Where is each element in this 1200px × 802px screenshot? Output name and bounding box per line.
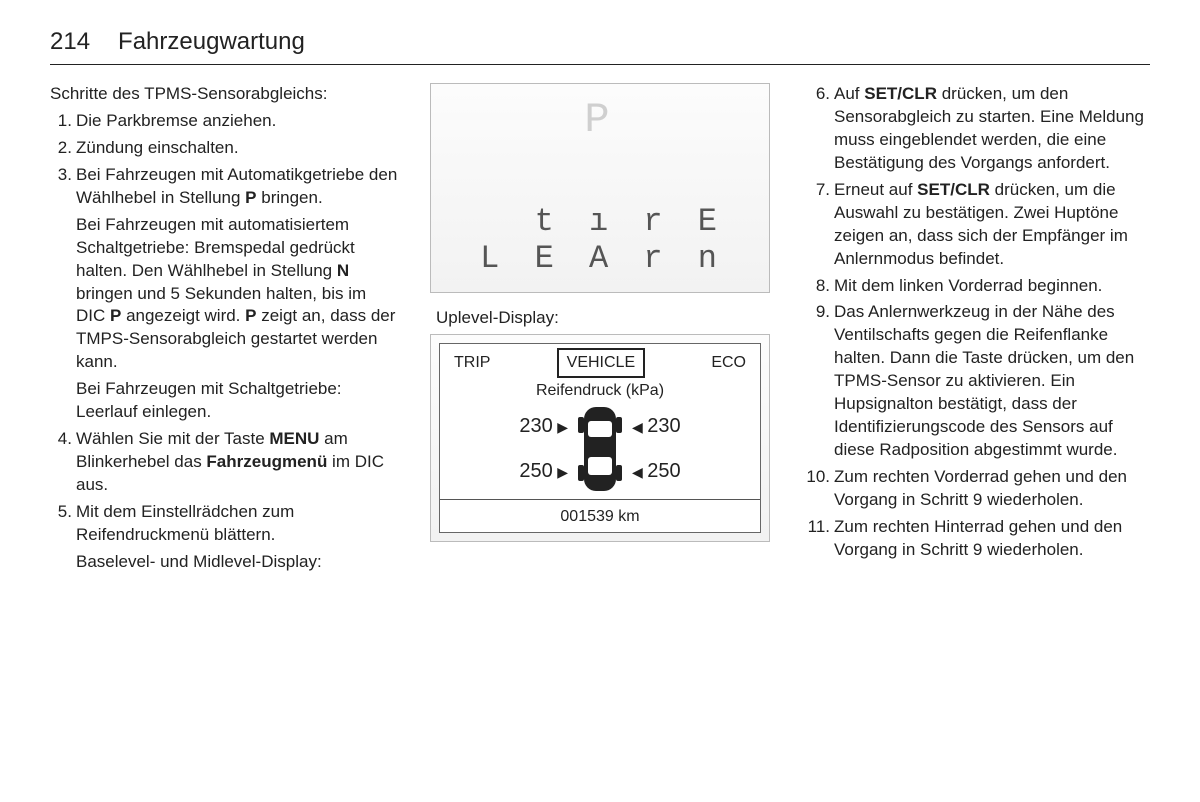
- column-right: 6. Auf SET/CLR drücken, um den Sensorabg…: [802, 83, 1150, 782]
- step-2-text: Zündung einschalten.: [76, 138, 239, 157]
- s3s1P2: P: [245, 306, 256, 325]
- s4menu: MENU: [269, 429, 319, 448]
- step-7: 7. Erneut auf SET/CLR drücken, um die Au…: [802, 179, 1150, 271]
- segment-line1: t ı r E: [445, 204, 725, 241]
- step-8: 8.Mit dem linken Vorderrad beginnen.: [802, 275, 1150, 298]
- steps-list-left: Die Parkbremse anziehen. Zündung einscha…: [50, 110, 398, 574]
- s3s1N: N: [337, 261, 349, 280]
- s6a: Auf: [834, 84, 864, 103]
- tri-rr: ◀: [632, 464, 643, 480]
- pressure-rl: 250: [519, 460, 552, 482]
- baselevel-display-figure: P t ı r E L E A r n: [430, 83, 770, 293]
- pressure-label: Reifendruck (kPa): [440, 380, 760, 402]
- step-3-sub1: Bei Fahrzeugen mit automatisiertem Schal…: [76, 214, 398, 375]
- s6set: SET/CLR: [864, 84, 937, 103]
- uplevel-body: Reifendruck (kPa) 230 ▶ 250 ▶: [440, 378, 760, 532]
- uplevel-display-figure: TRIP VEHICLE ECO Reifendruck (kPa) 230 ▶…: [430, 334, 770, 542]
- tab-eco: ECO: [703, 350, 754, 376]
- step-3: Bei Fahrzeugen mit Automatikgetriebe den…: [50, 164, 398, 424]
- tri-fl: ▶: [557, 419, 568, 435]
- pressure-fr: 230: [647, 415, 680, 437]
- car-icon: [574, 403, 626, 495]
- step-1: Die Parkbremse anziehen.: [50, 110, 398, 133]
- car-pressure-diagram: 230 ▶ 250 ▶: [440, 403, 760, 495]
- step-6: 6. Auf SET/CLR drücken, um den Sensorabg…: [802, 83, 1150, 175]
- step-5: Mit dem Einstellrädchen zum Reifendruckm…: [50, 501, 398, 574]
- s3s1c: angezeigt wird.: [121, 306, 245, 325]
- column-middle: P t ı r E L E A r n Uplevel-Display: TRI…: [426, 83, 774, 782]
- n7: 7.: [802, 179, 830, 202]
- content-columns: Schritte des TPMS-Sensorabgleichs: Die P…: [50, 83, 1150, 782]
- step-3b: bringen.: [257, 188, 323, 207]
- s8: Mit dem linken Vorderrad beginnen.: [834, 276, 1102, 295]
- n11: 11.: [802, 516, 830, 539]
- tab-trip: TRIP: [446, 350, 498, 376]
- step-1-text: Die Parkbremse anziehen.: [76, 111, 276, 130]
- segment-p-indicator: P: [584, 92, 615, 149]
- uplevel-tabs: TRIP VEHICLE ECO: [440, 344, 760, 378]
- s3s1P1: P: [110, 306, 121, 325]
- page-number: 214: [50, 28, 90, 56]
- segment-text: t ı r E L E A r n: [445, 204, 755, 278]
- step-5-text: Mit dem Einstellrädchen zum Reifendruckm…: [76, 502, 294, 544]
- n6: 6.: [802, 83, 830, 106]
- odometer: 001539 km: [440, 499, 760, 532]
- tri-fr: ◀: [632, 419, 643, 435]
- step-9: 9.Das Anlernwerkzeug in der Nähe des Ven…: [802, 301, 1150, 462]
- pressure-fl: 230: [519, 415, 552, 437]
- intro-text: Schritte des TPMS-Sensorabgleichs:: [50, 83, 398, 106]
- pressure-rr: 250: [647, 460, 680, 482]
- step-3a: Bei Fahrzeugen mit Automatikgetriebe den…: [76, 165, 397, 207]
- steps-list-right: 6. Auf SET/CLR drücken, um den Sensorabg…: [802, 83, 1150, 562]
- column-left: Schritte des TPMS-Sensorabgleichs: Die P…: [50, 83, 398, 782]
- step-4: Wählen Sie mit der Taste MENU am Blinker…: [50, 428, 398, 497]
- tri-rl: ▶: [557, 464, 568, 480]
- chapter-title: Fahrzeugwartung: [118, 28, 305, 56]
- tab-vehicle: VEHICLE: [557, 348, 645, 378]
- s7set: SET/CLR: [917, 180, 990, 199]
- s7a: Erneut auf: [834, 180, 917, 199]
- uplevel-caption: Uplevel-Display:: [436, 307, 774, 330]
- uplevel-screen: TRIP VEHICLE ECO Reifendruck (kPa) 230 ▶…: [439, 343, 761, 533]
- n9: 9.: [802, 301, 830, 324]
- s10: Zum rechten Vorderrad gehen und den Vorg…: [834, 467, 1127, 509]
- step-3-P: P: [245, 188, 256, 207]
- segment-line2: L E A r n: [445, 241, 725, 278]
- pressure-right: ◀ 230 ◀ 250: [632, 413, 681, 485]
- s4fm: Fahrzeugmenü: [206, 452, 327, 471]
- step-3-sub2: Bei Fahrzeugen mit Schaltgetriebe: Leerl…: [76, 378, 398, 424]
- page-header: 214 Fahrzeugwartung: [50, 28, 1150, 65]
- s9: Das Anlernwerkzeug in der Nähe des Venti…: [834, 302, 1134, 459]
- step-2: Zündung einschalten.: [50, 137, 398, 160]
- n8: 8.: [802, 275, 830, 298]
- s3s1a: Bei Fahrzeugen mit automatisiertem Schal…: [76, 215, 355, 280]
- step-5-sub: Baselevel- und Midlevel-Display:: [76, 551, 398, 574]
- n10: 10.: [802, 466, 830, 489]
- s4a: Wählen Sie mit der Taste: [76, 429, 269, 448]
- step-10: 10.Zum rechten Vorderrad gehen und den V…: [802, 466, 1150, 512]
- step-11: 11.Zum rechten Hinterrad gehen und den V…: [802, 516, 1150, 562]
- s11: Zum rechten Hinterrad gehen und den Vorg…: [834, 517, 1122, 559]
- pressure-left: 230 ▶ 250 ▶: [519, 413, 568, 485]
